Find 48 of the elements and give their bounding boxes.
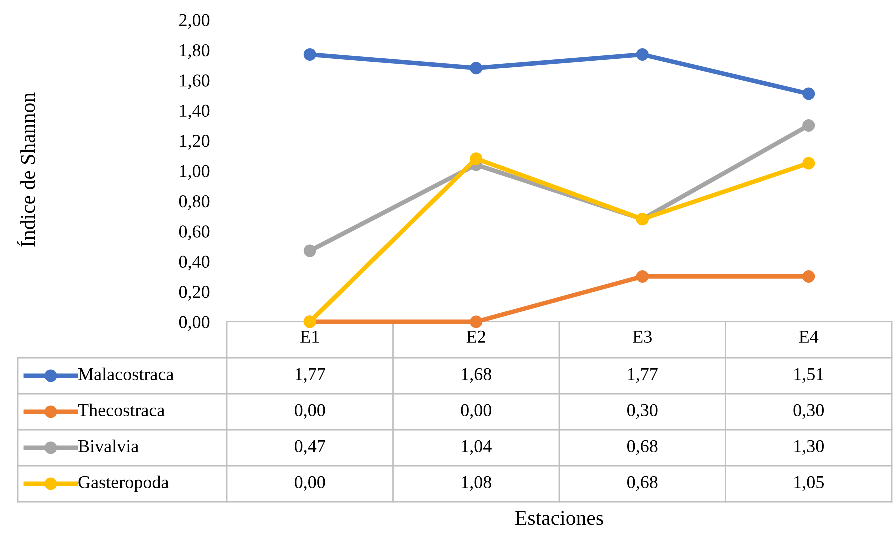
y-tick-label: 1,20 <box>180 135 210 150</box>
data-label: 1,30 <box>794 440 824 456</box>
data-label: 1,04 <box>462 440 492 456</box>
y-tick-label: 0,00 <box>179 316 210 332</box>
y-tick-label: 1,40 <box>180 104 210 120</box>
text: Estaciones <box>516 511 604 526</box>
data-label: 0,68 <box>628 476 658 492</box>
legend-label: Gasteropoda <box>78 476 169 492</box>
y-tick-label: 1,80 <box>180 44 210 60</box>
y-tick-label: 1,60 <box>180 74 210 90</box>
y-tick-label: 2,00 <box>180 14 210 30</box>
legend-label: Thecostraca <box>78 404 165 417</box>
data-label: 0,68 <box>628 440 658 456</box>
point <box>802 270 816 283</box>
point <box>636 48 649 61</box>
legend-label: Malacostraca <box>78 368 174 381</box>
point <box>470 316 483 328</box>
data-label: 1,77 <box>296 368 326 384</box>
data-label: 0,47 <box>295 440 326 456</box>
y-tick-label: 0,20 <box>179 286 210 301</box>
point <box>636 270 649 283</box>
data-label: 0,30 <box>628 404 658 420</box>
data-label: 1,05 <box>794 476 824 492</box>
data-label: 1,68 <box>462 368 492 384</box>
x-tick-label: E1 <box>300 330 320 343</box>
data-label: 1,77 <box>628 368 658 384</box>
data-label: 1,08 <box>462 476 492 492</box>
y-tick-label: 0,80 <box>179 195 210 210</box>
x-tick-label: E3 <box>633 330 652 344</box>
data-label: 1,51 <box>794 368 824 384</box>
point <box>802 157 816 170</box>
data-label: 0,00 <box>295 404 326 420</box>
data-label: 0,00 <box>295 476 326 492</box>
point <box>304 244 316 258</box>
point <box>802 88 816 100</box>
text: Índice de Shannon <box>17 92 36 247</box>
x-tick-label: E4 <box>799 330 819 343</box>
data-label: 0,00 <box>461 404 492 420</box>
y-tick-label: 1,00 <box>180 165 210 180</box>
point <box>470 62 483 75</box>
data-label: 0,30 <box>794 404 824 420</box>
legend-label: Bivalvia <box>78 440 139 453</box>
point <box>304 48 316 61</box>
point <box>470 152 483 166</box>
y-tick-label: 0,40 <box>179 256 210 271</box>
x-tick-label: E2 <box>466 330 486 343</box>
point <box>802 119 816 132</box>
y-tick-label: 0,60 <box>179 226 210 240</box>
